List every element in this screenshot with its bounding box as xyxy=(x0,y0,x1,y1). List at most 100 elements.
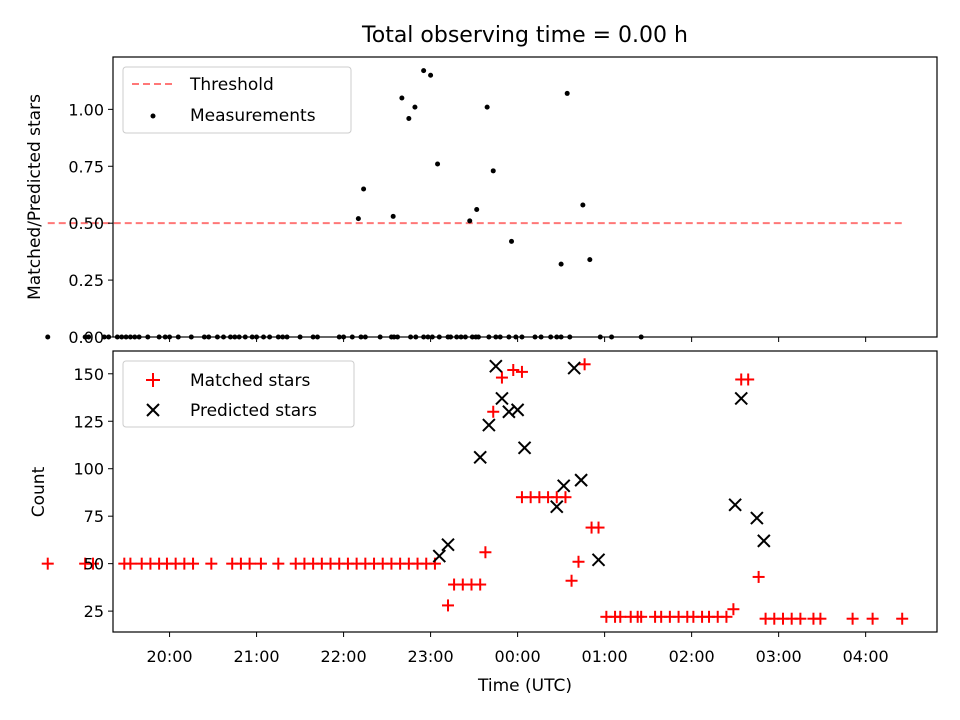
predicted-star-point xyxy=(441,537,455,552)
bottom-panel: 25 50 75 100 125 150 20:00 21:00 22:00 23:00 00:0… xyxy=(29,337,938,696)
predicted-star-point xyxy=(489,359,503,373)
legend-measurements-swatch xyxy=(150,113,156,119)
measurement-point xyxy=(509,238,515,244)
legend-measurements-label: Measurements xyxy=(190,106,316,126)
matched-star-point xyxy=(752,570,765,583)
measurement-point xyxy=(390,213,396,219)
measurement-point xyxy=(580,202,586,208)
measurement-point xyxy=(82,334,88,340)
measurement-point xyxy=(355,216,361,222)
measurement-point xyxy=(558,261,564,267)
predicted-star-point xyxy=(728,498,742,512)
matched-star-point xyxy=(515,365,528,378)
top-legend: Threshold Measurements xyxy=(122,66,352,134)
matched-star-point xyxy=(559,491,572,504)
predicted-star-point xyxy=(473,450,487,465)
matched-star-point xyxy=(474,578,487,591)
predicted-star-point xyxy=(432,549,447,563)
measurement-point xyxy=(406,115,412,121)
matched-star-point xyxy=(86,557,99,570)
measurement-point xyxy=(45,334,51,340)
top-ytick-label: 0.00 xyxy=(68,328,104,347)
top-y-ticks: 0.00 0.25 0.50 0.75 1.00 xyxy=(68,100,113,347)
matched-star-point xyxy=(254,557,267,570)
bottom-xtick-label: 23:00 xyxy=(408,647,454,666)
matched-star-point xyxy=(487,405,500,418)
matched-star-point xyxy=(742,373,755,386)
predicted-star-point xyxy=(574,473,588,487)
matched-star-point xyxy=(41,557,54,570)
bottom-xtick-label: 03:00 xyxy=(756,647,802,666)
bottom-ytick-label: 100 xyxy=(73,460,104,479)
measurement-point xyxy=(361,186,367,192)
measurement-point xyxy=(564,90,570,96)
matched-star-point xyxy=(727,603,740,616)
legend-matched-swatch xyxy=(146,373,160,387)
measurement-point xyxy=(399,95,405,101)
predicted-star-point xyxy=(734,391,748,406)
top-ytick-label: 0.75 xyxy=(68,157,104,176)
bottom-plot-area xyxy=(41,358,909,625)
bottom-xtick-label: 02:00 xyxy=(669,647,715,666)
legend-matched-label: Matched stars xyxy=(190,371,310,391)
measurement-point xyxy=(467,218,473,224)
matched-star-point xyxy=(495,371,508,384)
matched-star-point xyxy=(866,612,879,625)
matched-star-point xyxy=(635,610,648,623)
matched-star-point xyxy=(187,557,200,570)
figure-title: Total observing time = 0.00 h xyxy=(361,23,688,48)
bottom-ylabel: Count xyxy=(29,466,49,517)
bottom-ytick-label: 150 xyxy=(73,365,104,384)
predicted-star-point xyxy=(567,361,581,375)
matched-star-point xyxy=(507,363,520,376)
matched-star-point xyxy=(479,546,492,559)
measurement-point xyxy=(412,104,418,110)
matched-star-point xyxy=(272,557,285,570)
predicted-star-point xyxy=(495,391,509,406)
top-ytick-label: 0.25 xyxy=(68,271,104,290)
legend-threshold-label: Threshold xyxy=(189,75,274,95)
bottom-y-ticks: 25 50 75 100 125 150 xyxy=(73,365,113,621)
predicted-star-point xyxy=(482,418,496,432)
bottom-xlabel: Time (UTC) xyxy=(477,676,572,696)
bottom-ytick-label: 25 xyxy=(84,602,104,621)
matched-star-point xyxy=(592,521,605,534)
bottom-xtick-label: 04:00 xyxy=(843,647,889,666)
bottom-xtick-label: 20:00 xyxy=(147,647,193,666)
measurement-point xyxy=(474,207,480,213)
bottom-axes-frame xyxy=(112,350,938,633)
matched-star-point xyxy=(441,599,454,612)
matched-star-point xyxy=(896,612,909,625)
matched-star-point xyxy=(205,557,218,570)
measurement-point xyxy=(86,334,92,340)
top-ytick-label: 0.50 xyxy=(68,214,104,233)
measurement-point xyxy=(421,68,427,74)
matched-star-point xyxy=(614,610,627,623)
measurement-point xyxy=(428,72,434,78)
predicted-star-point xyxy=(757,534,771,548)
measurement-point xyxy=(435,161,441,167)
matched-star-point xyxy=(243,557,256,570)
predicted-star-point xyxy=(510,403,525,417)
legend-predicted-swatch xyxy=(146,403,160,417)
matched-star-point xyxy=(814,612,827,625)
bottom-x-ticks: 20:00 21:00 22:00 23:00 00:00 01:00 02:00 03:00… xyxy=(147,337,889,666)
measurement-point xyxy=(587,257,593,263)
measurement-point xyxy=(490,168,496,174)
bottom-xtick-label: 22:00 xyxy=(321,647,367,666)
predicted-star-point xyxy=(550,499,564,514)
measurement-point xyxy=(101,334,107,340)
matched-star-point xyxy=(572,555,585,568)
top-plot-area xyxy=(45,68,905,340)
top-ylabel: Matched/Predicted stars xyxy=(25,94,45,300)
measurement-point xyxy=(484,104,490,110)
legend-predicted-label: Predicted stars xyxy=(190,401,317,421)
matched-star-point xyxy=(846,612,859,625)
bottom-xtick-label: 00:00 xyxy=(495,647,541,666)
top-ytick-label: 1.00 xyxy=(68,100,104,119)
bottom-ytick-label: 125 xyxy=(73,412,104,431)
matched-star-point xyxy=(794,612,807,625)
top-panel: 0.00 0.25 0.50 0.75 1.00 Matched/Predicted s… xyxy=(25,56,938,347)
bottom-legend: Matched stars Predicted stars xyxy=(122,360,355,428)
